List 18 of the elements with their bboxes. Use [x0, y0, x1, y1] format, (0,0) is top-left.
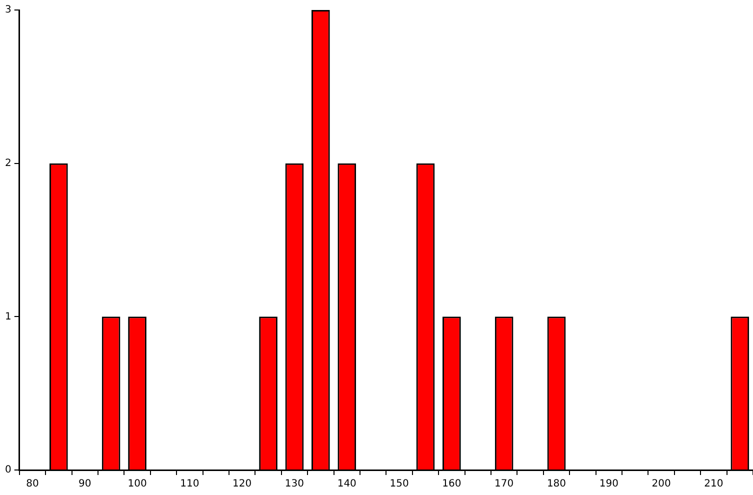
x-tick-label: 110 — [180, 478, 200, 490]
x-tick-label: 170 — [494, 478, 514, 490]
x-tick-label: 100 — [128, 478, 147, 490]
x-tick-label: 160 — [442, 478, 462, 490]
x-tick-label: 210 — [704, 478, 724, 490]
x-tick-label: 150 — [390, 478, 409, 490]
y-tick-label: 0 — [4, 464, 12, 476]
x-tick-label: 80 — [26, 478, 39, 490]
x-tick-label: 200 — [652, 478, 671, 490]
x-tick-label: 120 — [232, 478, 252, 490]
x-tick-label: 90 — [78, 478, 92, 490]
x-tick-label: 180 — [546, 478, 566, 490]
y-tick-label: 3 — [4, 4, 12, 16]
x-tick-label: 130 — [284, 478, 304, 490]
x-tick-label: 190 — [599, 478, 618, 490]
x-tick-label: 140 — [337, 478, 356, 490]
y-tick-label: 2 — [4, 158, 12, 169]
y-tick-label: 1 — [4, 311, 12, 322]
